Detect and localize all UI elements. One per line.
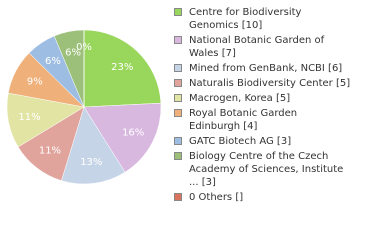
legend-swatch — [174, 193, 182, 201]
legend-label: Royal Botanic Garden Edinburgh [4] — [189, 108, 298, 132]
slice-label: 23% — [111, 62, 133, 73]
pie-slice — [83, 102, 162, 173]
legend-label: Naturalis Biodiversity Center [5] — [189, 78, 351, 89]
legend-item: Mined from GenBank, NCBI [6] — [174, 62, 351, 75]
legend-item: 0 Others [] — [174, 191, 351, 204]
slice-label: 0% — [76, 42, 92, 53]
legend-item: Centre for Biodiversity Genomics [10] — [174, 6, 351, 32]
pie-slice — [83, 29, 162, 108]
slice-label: 6% — [65, 48, 81, 59]
slice-label: 13% — [80, 157, 102, 168]
legend: Centre for Biodiversity Genomics [10] Nat… — [174, 6, 374, 206]
legend-item: Macrogen, Korea [5] — [174, 92, 351, 105]
slice-label: 9% — [27, 76, 43, 87]
legend-label: 0 Others [] — [189, 192, 244, 203]
legend-swatch — [174, 152, 182, 160]
slice-label: 16% — [122, 128, 144, 139]
legend-swatch — [174, 8, 182, 16]
legend-label: Macrogen, Korea [5] — [189, 93, 291, 104]
legend-item: National Botanic Garden of Wales [7] — [174, 34, 351, 60]
legend-swatch — [174, 137, 182, 145]
slice-label: 11% — [18, 112, 40, 123]
legend-swatch — [174, 79, 182, 87]
legend-label: Biology Centre of the Czech Academy of S… — [189, 151, 344, 188]
legend-label: Centre for Biodiversity Genomics [10] — [189, 7, 302, 31]
legend-label: Mined from GenBank, NCBI [6] — [189, 63, 343, 74]
legend-item: Naturalis Biodiversity Center [5] — [174, 77, 351, 90]
slice-label: 6% — [45, 56, 61, 67]
legend-label: GATC Biotech AG [3] — [189, 136, 292, 147]
pie-slice — [61, 106, 126, 185]
legend-item: Royal Botanic Garden Edinburgh [4] — [174, 107, 351, 133]
legend-item: GATC Biotech AG [3] — [174, 135, 351, 148]
legend-label: National Botanic Garden of Wales [7] — [189, 35, 325, 59]
legend-swatch — [174, 64, 182, 72]
legend-item: Biology Centre of the Czech Academy of S… — [174, 150, 351, 189]
pie: 23%16%13%11%11%9%6%6%0% — [6, 29, 162, 185]
legend-swatch — [174, 36, 182, 44]
legend-swatch — [174, 94, 182, 102]
legend-swatch — [174, 109, 182, 117]
slice-label: 11% — [39, 146, 61, 157]
